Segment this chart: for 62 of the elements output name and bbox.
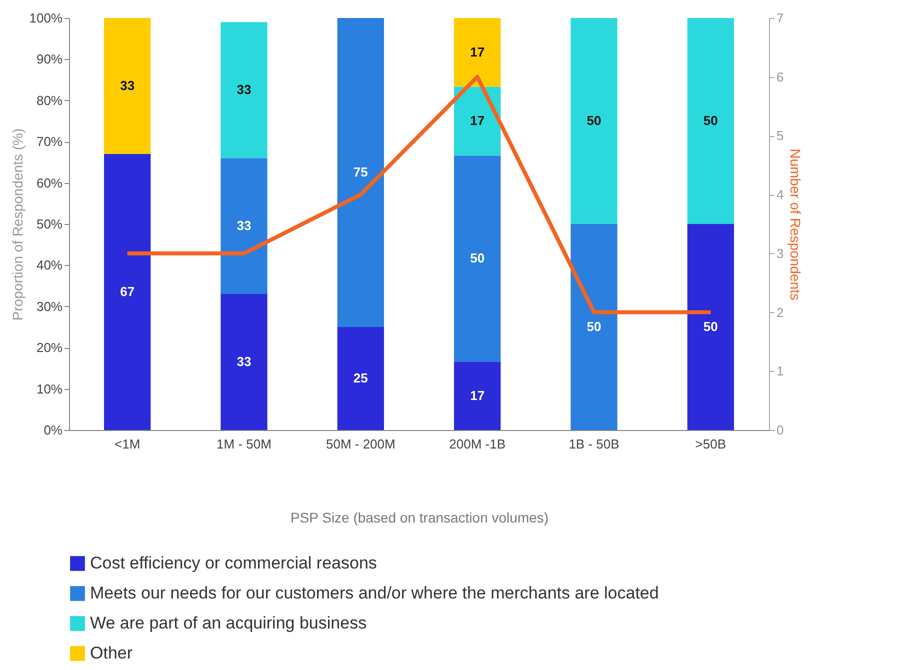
y-tick-label: 70%: [36, 134, 63, 150]
x-tick-label: >50B: [695, 436, 726, 452]
data-label: 17: [470, 388, 485, 403]
y2-tick-label: 7: [776, 10, 784, 26]
bar: [220, 158, 268, 294]
data-label: 17: [470, 113, 485, 128]
data-label: 17: [470, 44, 485, 60]
data-label: 33: [236, 82, 252, 98]
data-label: 50: [470, 250, 485, 266]
legend-label: We are part of an acquiring business: [90, 614, 367, 632]
bar: [687, 18, 734, 224]
data-label: 50: [586, 319, 602, 334]
y-tick-label: 80%: [36, 92, 63, 108]
y-tick-label: 10%: [36, 381, 63, 396]
x-tick-label: <1M: [114, 436, 140, 452]
x-tick-label: 50M - 200M: [326, 436, 396, 452]
bar: [687, 224, 734, 430]
legend-label: Other: [90, 644, 133, 662]
bar: [570, 18, 618, 224]
data-label: 75: [353, 164, 368, 180]
bar: [570, 224, 618, 430]
data-label: 50: [703, 319, 718, 334]
bar: [104, 154, 151, 430]
data-label: 33: [120, 78, 135, 93]
y2-axis-title: Number of Respondents: [788, 148, 804, 300]
data-label: 67: [120, 284, 135, 299]
x-tick-label: 1B - 50B: [568, 436, 620, 452]
data-label: 50: [703, 113, 718, 128]
y-tick-label: 100%: [29, 10, 63, 26]
y2-tick-label: 5: [776, 128, 784, 144]
data-label: 25: [353, 370, 368, 386]
bar: [220, 294, 268, 430]
y2-tick-label: 0: [776, 422, 784, 438]
y-tick-label: 0%: [44, 422, 63, 438]
data-label: 33: [236, 218, 252, 234]
y-tick-label: 40%: [36, 258, 63, 273]
bar: [104, 18, 151, 154]
bar: [337, 327, 384, 430]
y-axis-title: Proportion of Respondents (%): [9, 128, 26, 321]
bar: [454, 362, 501, 430]
bar: [454, 156, 501, 362]
y-tick-label: 20%: [36, 340, 63, 356]
y2-tick-label: 1: [776, 364, 784, 379]
y-tick-label: 60%: [36, 175, 63, 190]
bar: [220, 22, 268, 158]
data-label: 50: [586, 113, 602, 128]
y2-tick-label: 4: [776, 187, 784, 202]
y2-tick-label: 6: [776, 69, 784, 84]
x-tick-label: 200M -1B: [449, 436, 506, 452]
bar: [454, 18, 501, 87]
y-tick-label: 30%: [36, 298, 63, 314]
bar: [337, 18, 384, 327]
legend-label: Meets our needs for our customers and/or where the merchants are located: [90, 584, 659, 602]
legend-label: Cost efficiency or commercial reasons: [90, 554, 377, 572]
bar: [454, 86, 501, 156]
y2-tick-label: 3: [776, 246, 784, 261]
y-tick-label: 50%: [36, 216, 63, 232]
x-axis-title: PSP Size (based on transaction volumes): [290, 510, 549, 526]
y-tick-label: 90%: [36, 52, 63, 67]
x-tick-label: 1M - 50M: [216, 436, 272, 452]
data-label: 33: [236, 354, 252, 370]
y2-tick-label: 2: [776, 304, 784, 320]
